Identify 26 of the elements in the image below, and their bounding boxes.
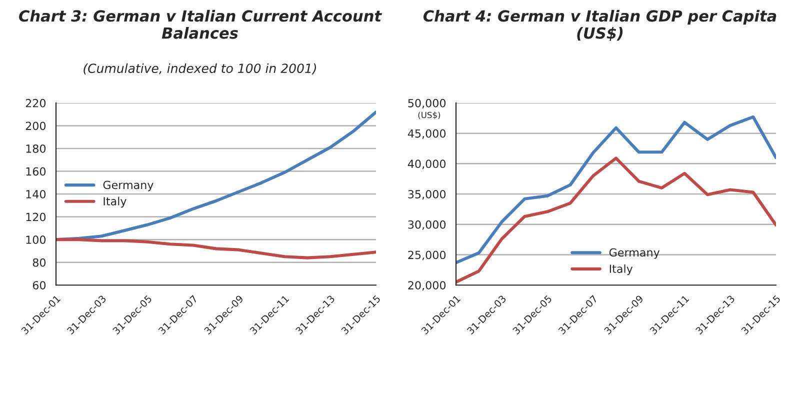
chart-subtitle: (Cumulative, indexed to 100 in 2001): [84, 63, 316, 75]
y-tick-label: 180: [26, 144, 46, 153]
chart-title: Chart 3: German v Italian Current Account Balances: [19, 10, 382, 39]
y-tick-label: 200: [26, 122, 46, 130]
y-tick-label: 160: [26, 167, 46, 176]
legend-label: Italy: [610, 264, 633, 276]
y-tick-label: 140: [26, 190, 46, 198]
chart-title: Chart 4: German v Italian GDP per Capita (US$): [423, 10, 776, 41]
line-series: [456, 115, 776, 264]
y-tick-label: 100: [26, 236, 46, 244]
line-series: [56, 238, 376, 260]
y-tick-label: 25,000: [408, 250, 446, 260]
y-tick-label: 120: [26, 212, 46, 222]
legend-label: Germany: [103, 180, 154, 192]
legend-label: Italy: [104, 196, 126, 208]
legend-label: Germany: [609, 248, 660, 259]
y-tick-label: 30,000: [408, 220, 446, 230]
y-axis-title: (US$): [418, 112, 440, 120]
y-tick-label: 220: [26, 98, 46, 108]
y-tick-label: 80: [32, 258, 46, 267]
y-tick-label: 35,000: [408, 190, 446, 200]
y-tick-label: 45,000: [408, 129, 446, 139]
y-tick-label: 50,000: [408, 98, 446, 108]
y-tick-label: 20,000: [408, 281, 446, 291]
y-tick-label: 60: [32, 281, 46, 290]
y-tick-label: 40,000: [408, 160, 446, 170]
